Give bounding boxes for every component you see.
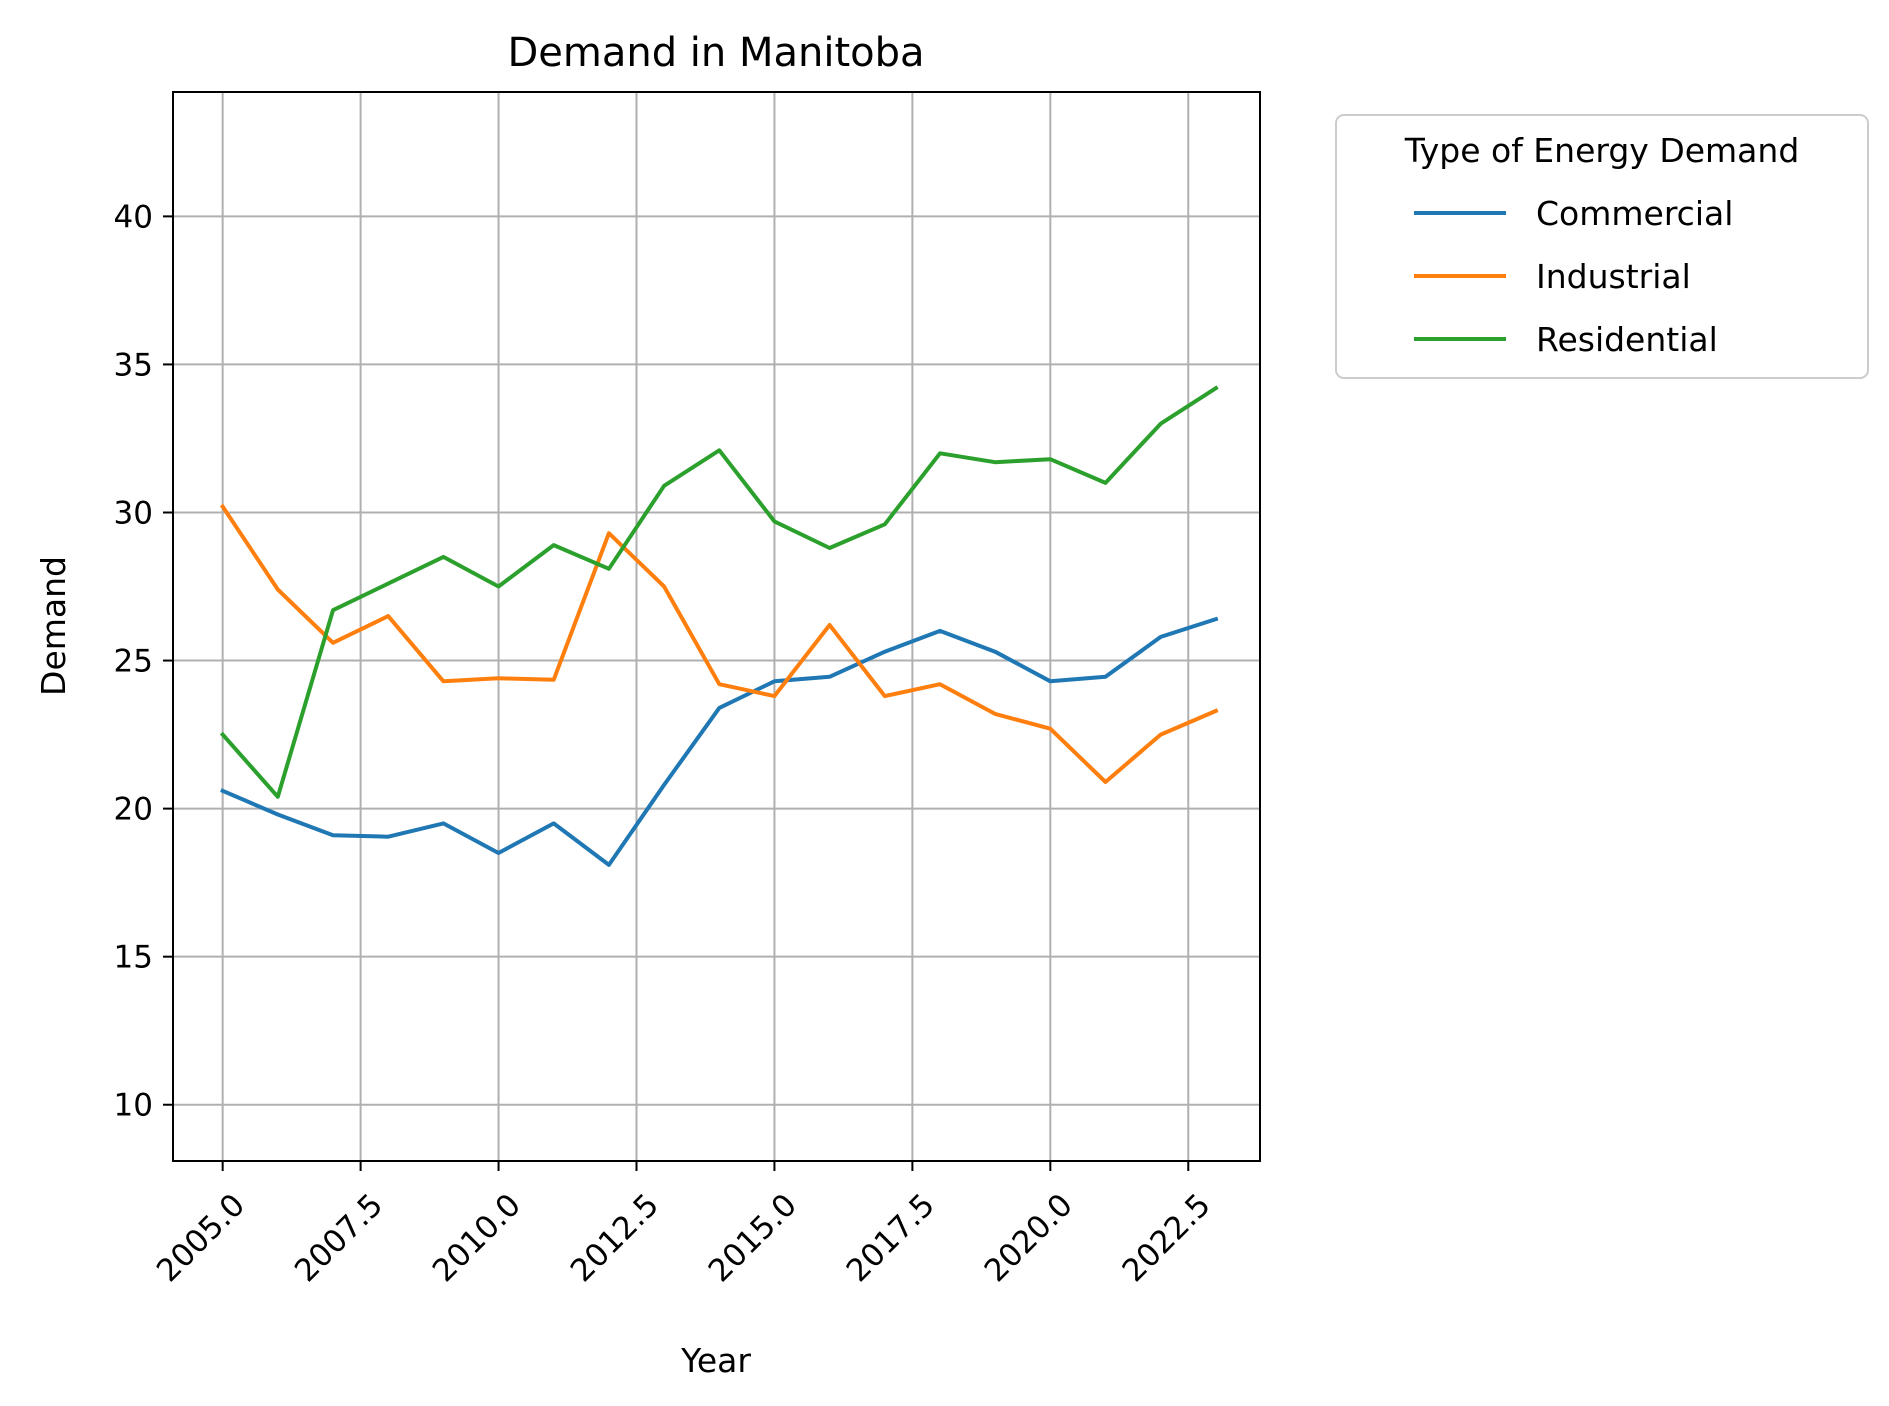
y-tick-label: 25 bbox=[114, 644, 153, 680]
series-line-residential bbox=[219, 385, 1219, 799]
y-tick-label: 10 bbox=[114, 1088, 153, 1124]
y-axis-ticks: 10 15 20 25 30 35 40 bbox=[114, 199, 173, 1124]
y-tick-label: 15 bbox=[114, 940, 153, 976]
legend: Type of Energy Demand Commercial Industri… bbox=[1335, 114, 1869, 379]
series-line-commercial bbox=[220, 616, 1219, 867]
legend-label-industrial: Industrial bbox=[1536, 257, 1691, 296]
chart-title: Demand in Manitoba bbox=[507, 30, 924, 76]
legend-label-commercial: Commercial bbox=[1536, 194, 1733, 233]
y-tick-label: 20 bbox=[114, 792, 153, 828]
y-tick-label: 35 bbox=[114, 347, 153, 383]
grid-lines bbox=[173, 92, 1260, 1161]
plot-frame bbox=[172, 91, 1261, 1162]
y-tick-label: 30 bbox=[114, 495, 153, 531]
series-lines bbox=[219, 385, 1219, 867]
legend-title: Type of Energy Demand bbox=[1404, 131, 1800, 170]
x-axis-title: Year bbox=[680, 1341, 751, 1380]
legend-label-residential: Residential bbox=[1536, 320, 1718, 359]
legend-frame bbox=[1335, 114, 1869, 379]
y-tick-label: 40 bbox=[114, 199, 153, 235]
series-line-industrial bbox=[219, 503, 1219, 784]
legend-entries: Commercial Industrial Residential bbox=[1414, 194, 1733, 359]
y-axis-title: Demand bbox=[34, 556, 73, 696]
